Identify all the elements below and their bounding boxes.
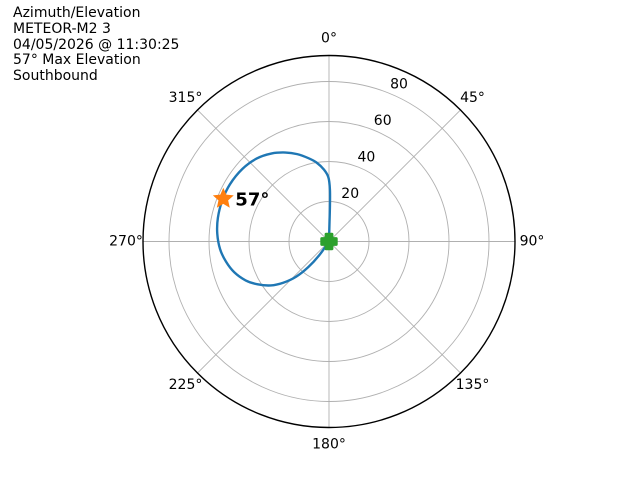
pass-info-datetime: 04/05/2026 @ 11:30:25 [13, 36, 180, 53]
elevation-tick-label: 40 [357, 150, 375, 166]
horizon-ring [142, 54, 516, 429]
satellite-position-marker-icon [320, 232, 338, 251]
azimuth-tick-label: 45° [460, 90, 485, 106]
azimuth-tick-label: 315° [169, 90, 203, 106]
azimuth-tick-label: 225° [169, 377, 203, 393]
azimuth-tick-label: 90° [520, 234, 545, 250]
azimuth-tick-label: 135° [456, 377, 490, 393]
pass-info-max-elevation: 57° Max Elevation [13, 52, 141, 69]
pass-info-satellite: METEOR-M2 3 [13, 20, 111, 37]
pass-info-title: Azimuth/Elevation [13, 5, 141, 21]
max-elevation-star-icon [212, 187, 234, 208]
azimuth-tick-label: 0° [321, 31, 337, 47]
pass-track [215, 151, 332, 287]
max-elevation-label: 57° [235, 189, 269, 210]
pass-info-direction: Southbound [13, 68, 98, 85]
elevation-tick-label: 20 [341, 186, 359, 202]
azimuth-tick-label: 180° [312, 437, 346, 453]
pass-info: Azimuth/Elevation METEOR-M2 3 04/05/2026… [13, 5, 180, 85]
azimuth-tick-label: 270° [109, 234, 143, 250]
elevation-tick-label: 80 [390, 76, 408, 92]
elevation-tick-label: 60 [374, 113, 392, 129]
